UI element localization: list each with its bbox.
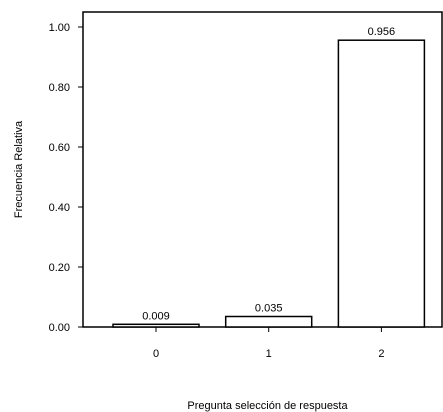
data-label-2: 0.956 xyxy=(368,26,396,38)
bar-1 xyxy=(224,315,313,328)
y-tick-label: 0.00 xyxy=(49,322,70,334)
y-tick-label: 0.40 xyxy=(49,202,70,214)
y-axis-title: Frecuencia Relativa xyxy=(13,120,25,218)
x-tick-label: 0 xyxy=(153,348,159,360)
bar-2 xyxy=(337,39,426,328)
y-tick-label: 0.80 xyxy=(49,82,70,94)
y-tick-label: 1.00 xyxy=(49,22,70,34)
bar-0 xyxy=(112,323,200,328)
data-label-1: 0.035 xyxy=(255,303,283,315)
data-label-0: 0.009 xyxy=(142,310,170,322)
y-axis-ticks: 0.00 0.20 0.40 0.60 0.80 1.00 xyxy=(49,22,83,334)
y-tick-label: 0.20 xyxy=(49,262,70,274)
y-tick-label: 0.60 xyxy=(49,142,70,154)
x-tick-label: 2 xyxy=(378,348,384,360)
bars: 0.009 0.035 0.956 xyxy=(112,26,426,328)
x-axis-ticks: 0 1 2 xyxy=(153,327,384,360)
x-axis-title: Pregunta selección de respuesta xyxy=(187,400,348,412)
x-tick-label: 1 xyxy=(266,348,272,360)
